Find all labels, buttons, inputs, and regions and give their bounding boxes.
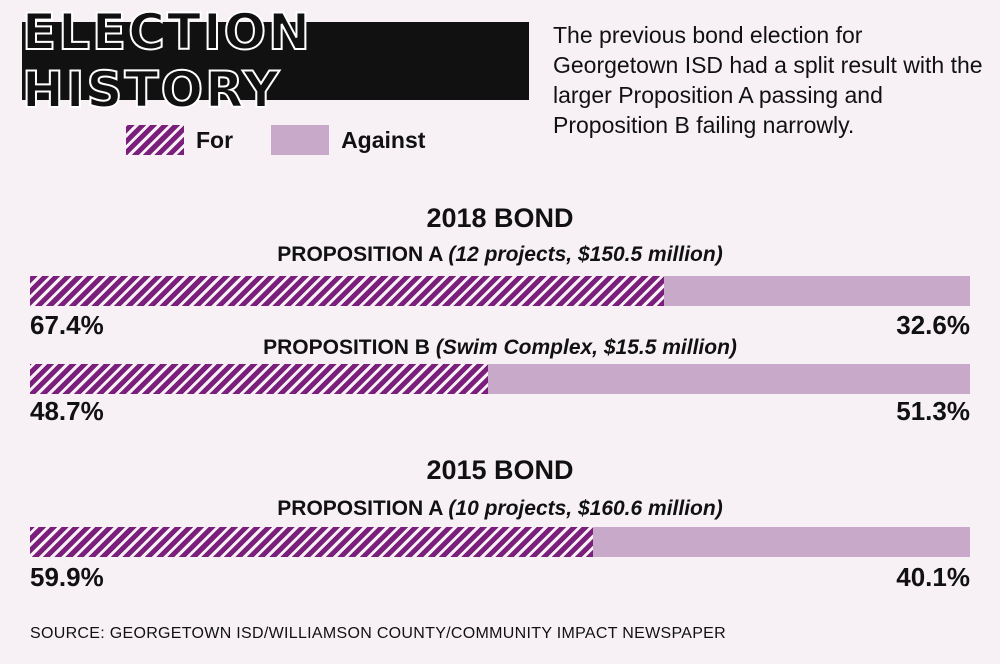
bar-segment-for (30, 364, 488, 394)
bar-segment-against (487, 364, 970, 394)
prop-detail: (10 projects, $160.6 million) (448, 497, 723, 520)
legend-swatch-against (271, 125, 330, 155)
prop-name: PROPOSITION B (263, 336, 430, 359)
intro-text: The previous bond election for Georgetow… (553, 22, 983, 138)
prop-name: PROPOSITION A (277, 243, 443, 266)
group-title-2018: 2018 BOND (426, 203, 574, 233)
pct-against-2018-b: 51.3% (896, 396, 970, 426)
bar-2018-b (30, 364, 970, 394)
bar-2018-a (30, 276, 970, 306)
bar-segment-for (30, 527, 594, 557)
legend-item-for: For (126, 125, 233, 155)
pct-for-2015-a: 59.9% (30, 562, 104, 592)
pct-against-2018-a: 32.6% (896, 310, 970, 340)
prop-detail: (Swim Complex, $15.5 million) (435, 336, 737, 359)
legend-item-against: Against (271, 125, 425, 155)
bar-segment-for (30, 276, 664, 306)
legend-label-for: For (196, 126, 234, 153)
source-note: SOURCE: GEORGETOWN ISD/WILLIAMSON COUNTY… (30, 625, 727, 642)
bar-segment-against (593, 527, 970, 557)
pct-for-2018-b: 48.7% (30, 396, 104, 426)
bar-segment-against (663, 276, 970, 306)
prop-detail: (12 projects, $150.5 million) (448, 243, 723, 266)
legend-label-against: Against (341, 126, 426, 153)
prop-title-2015-a: PROPOSITION A (10 projects, $160.6 milli… (0, 497, 1000, 521)
prop-name: PROPOSITION A (277, 497, 443, 520)
pct-for-2018-a: 67.4% (30, 310, 104, 340)
legend: For Against (126, 125, 425, 155)
legend-swatch-for (126, 125, 184, 155)
prop-title-2018-a: PROPOSITION A (12 projects, $150.5 milli… (0, 243, 1000, 267)
pct-against-2015-a: 40.1% (896, 562, 970, 592)
group-title-2015: 2015 BOND (426, 455, 574, 485)
prop-title-2018-b: PROPOSITION B (Swim Complex, $15.5 milli… (0, 336, 1000, 360)
bar-2015-a (30, 527, 970, 557)
chart-title: ELECTION HISTORY (21, 2, 312, 120)
title-banner: ELECTION HISTORY (21, 2, 529, 120)
